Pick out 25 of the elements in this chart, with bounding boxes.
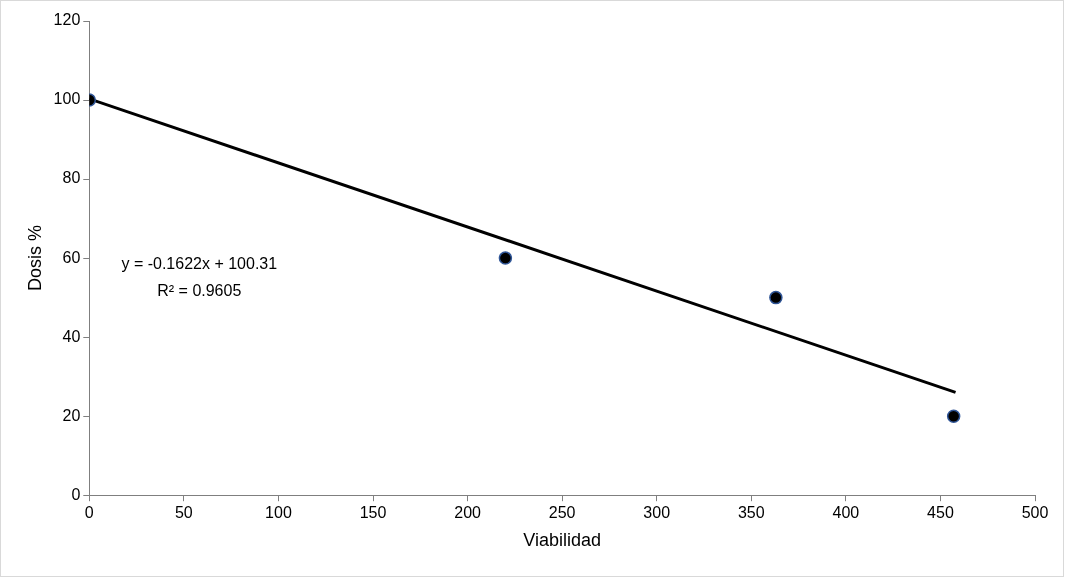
y-tick-label: 0	[71, 485, 81, 503]
x-tick-label: 250	[548, 504, 576, 522]
y-tick-label: 20	[62, 406, 81, 424]
point	[946, 409, 961, 423]
y-tick-label: 40	[62, 327, 81, 345]
y-tick-label: 120	[53, 11, 81, 29]
x-tick-label: 400	[832, 504, 860, 522]
x-tick-label: 100	[265, 504, 292, 522]
point	[498, 251, 513, 265]
y-tick-label: 100	[53, 90, 81, 108]
x-tick-label: 200	[454, 504, 482, 522]
y-axis-title: Dosis %	[24, 225, 45, 292]
x-tick-label: 300	[643, 504, 671, 522]
point	[769, 290, 783, 305]
annotation: R² = 0.9605	[157, 282, 242, 300]
x-tick-label: 350	[737, 504, 765, 522]
y-tick-label: 60	[62, 248, 81, 266]
x-tick-label: 50	[174, 504, 193, 522]
x-tick-label: 500	[1021, 504, 1049, 522]
y-tick-label: 80	[62, 169, 81, 187]
x-axis-title: Viabilidad	[523, 530, 602, 551]
x-tick-label: 450	[927, 504, 954, 522]
x-tick-label: 0	[84, 504, 94, 522]
annotation: y = -0.1622x + 100.31	[121, 255, 278, 273]
x-tick-label: 150	[359, 504, 387, 522]
